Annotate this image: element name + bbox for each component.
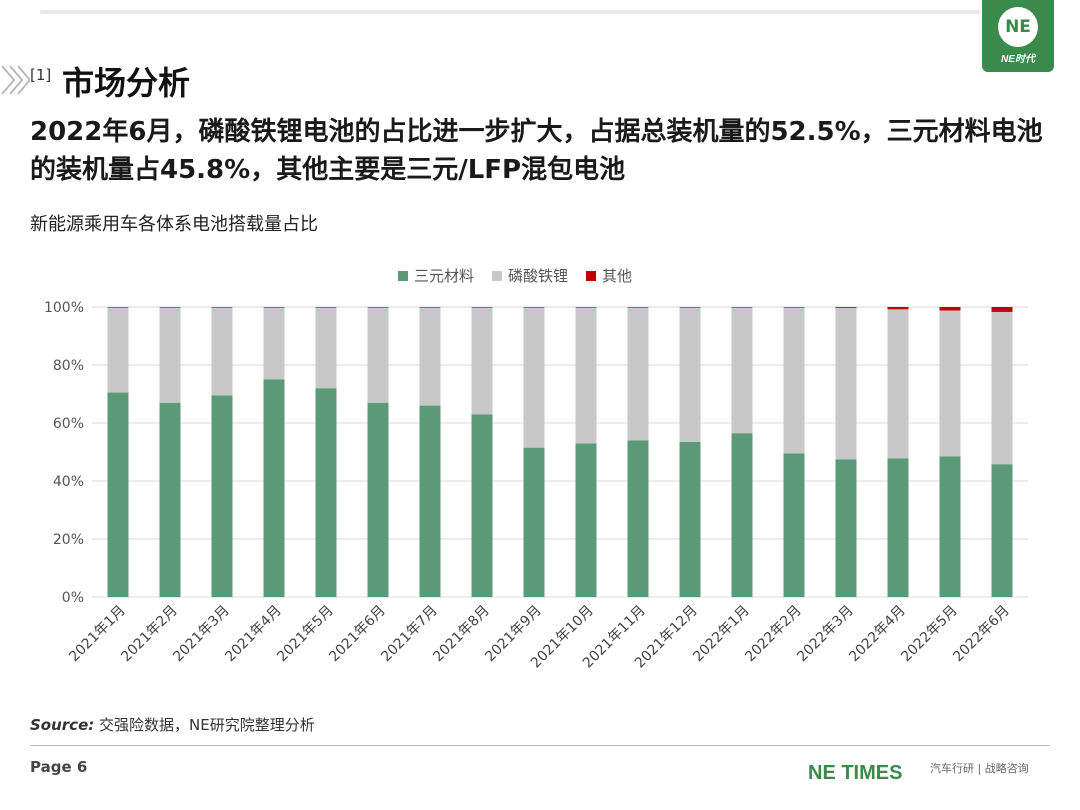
bar-segment-ncm — [263, 379, 285, 597]
legend-label-other: 其他 — [602, 267, 633, 285]
bar-segment-lfp — [887, 309, 909, 459]
legend-item-ncm: 三元材料 — [398, 265, 474, 286]
bar-segment-ncm — [679, 441, 701, 597]
bar-segment-other — [575, 307, 597, 308]
bar-segment-other — [731, 307, 753, 308]
bar-segment-ncm — [523, 447, 545, 597]
bar-segment-other — [471, 307, 493, 308]
bar-segment-ncm — [835, 459, 857, 597]
section-number: [1] — [30, 66, 52, 84]
bar-segment-lfp — [211, 307, 233, 396]
bar-segment-other — [419, 307, 441, 308]
chart-title: 新能源乘用车各体系电池搭载量占比 — [30, 214, 318, 235]
bar-segment-lfp — [783, 307, 805, 454]
bar-segment-ncm — [367, 402, 389, 597]
bar-segment-lfp — [835, 307, 857, 460]
bar-segment-ncm — [731, 433, 753, 597]
bar-segment-lfp — [315, 307, 337, 389]
logo-circle-icon: NE — [998, 7, 1038, 47]
bar-segment-ncm — [575, 443, 597, 597]
source-note: Source: 交强险数据，NE研究院整理分析 — [30, 714, 315, 735]
bar-segment-lfp — [263, 307, 285, 380]
bar-segment-other — [107, 307, 129, 308]
footer-tagline: 汽车行研 | 战略咨询 — [930, 762, 1029, 775]
bar-segment-lfp — [679, 307, 701, 442]
section-title: 市场分析 — [62, 64, 191, 102]
bar-segment-ncm — [107, 392, 129, 597]
top-strip — [0, 0, 1080, 18]
bar-segment-other — [315, 307, 337, 308]
ne-times-logo: NE NE时代 — [982, 0, 1054, 72]
y-tick-label: 0% — [62, 590, 84, 606]
bar-segment-other — [835, 307, 857, 308]
bar-segment-ncm — [887, 458, 909, 597]
legend-item-other: 其他 — [586, 265, 632, 286]
legend-item-lfp: 磷酸铁锂 — [492, 265, 568, 286]
bar-segment-other — [523, 307, 545, 308]
bar-segment-ncm — [315, 388, 337, 597]
bar-segment-lfp — [991, 311, 1013, 465]
bar-segment-ncm — [991, 464, 1013, 597]
x-tick-label: 2022年6月 — [950, 603, 1013, 666]
bar-segment-lfp — [731, 307, 753, 434]
bar-segment-other — [211, 307, 233, 308]
bar-segment-other — [159, 307, 181, 308]
y-tick-label: 20% — [53, 532, 84, 548]
page-number: Page 6 — [30, 758, 88, 776]
legend-swatch-other — [586, 270, 597, 281]
y-tick-label: 40% — [53, 474, 84, 490]
bar-segment-other — [991, 307, 1013, 312]
headline: 2022年6月，磷酸铁锂电池的占比进一步扩大，占据总装机量的52.5%，三元材料… — [30, 117, 1043, 185]
bar-segment-lfp — [367, 307, 389, 403]
bar-segment-ncm — [783, 453, 805, 597]
bar-segment-ncm — [211, 395, 233, 597]
bar-segment-ncm — [471, 414, 493, 597]
chart-legend: 三元材料 磷酸铁锂 其他 — [398, 265, 632, 286]
bar-segment-ncm — [627, 440, 649, 597]
bar-segment-lfp — [107, 307, 129, 393]
stacked-bar-chart: 0%20%40%60%80%100%2021年1月2021年2月2021年3月2… — [44, 300, 1028, 671]
bar-segment-lfp — [627, 307, 649, 441]
bar-segment-lfp — [471, 307, 493, 415]
source-text: 交强险数据，NE研究院整理分析 — [99, 716, 315, 734]
legend-label-lfp: 磷酸铁锂 — [508, 267, 569, 285]
bar-segment-other — [627, 307, 649, 308]
bar-segment-lfp — [523, 307, 545, 448]
bar-segment-other — [887, 307, 909, 310]
bar-segment-ncm — [939, 456, 961, 597]
y-tick-label: 100% — [44, 300, 84, 316]
legend-swatch-lfp — [492, 270, 503, 281]
footer-divider — [30, 745, 1050, 746]
bar-segment-lfp — [159, 307, 181, 403]
bar-segment-other — [939, 307, 961, 311]
bar-segment-ncm — [159, 402, 181, 597]
bar-segment-ncm — [419, 405, 441, 597]
bar-segment-lfp — [419, 307, 441, 406]
source-label: Source: — [30, 716, 95, 734]
legend-swatch-ncm — [398, 270, 408, 281]
y-tick-label: 80% — [53, 358, 84, 374]
chevron-right-icon — [1, 65, 30, 95]
top-decoration-line — [40, 10, 980, 14]
bar-segment-other — [263, 307, 285, 308]
logo-text: NE时代 — [1001, 54, 1035, 65]
bar-segment-lfp — [575, 307, 597, 444]
bar-segment-other — [367, 307, 389, 308]
legend-label-ncm: 三元材料 — [414, 267, 475, 285]
bar-segment-other — [679, 307, 701, 308]
footer-brand: NE TIMES — [808, 762, 903, 784]
y-tick-label: 60% — [53, 416, 84, 432]
bar-segment-other — [783, 307, 805, 308]
bar-segment-lfp — [939, 310, 961, 457]
